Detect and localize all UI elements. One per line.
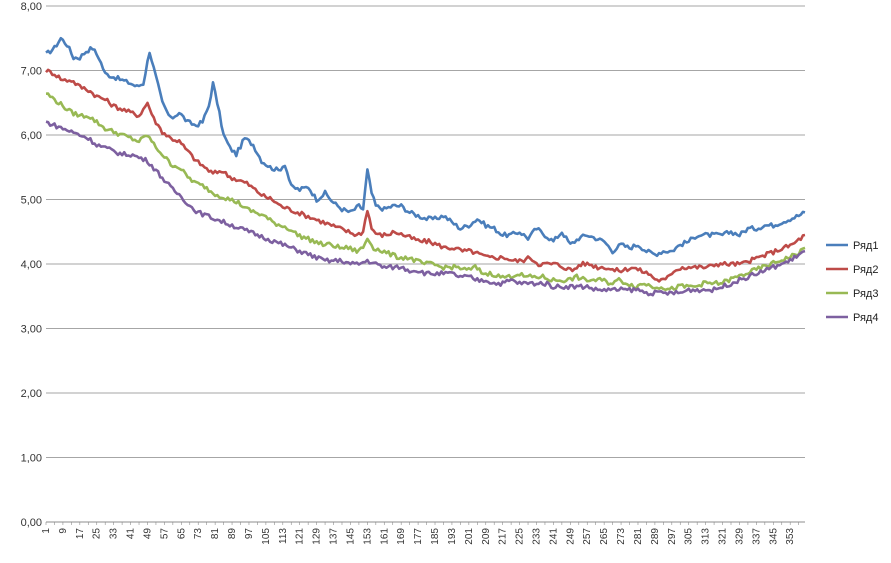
x-tick-label: 217 [498,528,509,545]
x-tick-label: 273 [616,528,627,545]
x-tick-label: 9 [58,528,69,534]
y-tick-label: 3,00 [21,324,42,336]
x-tick-label: 265 [599,528,610,545]
x-tick-label: 129 [312,528,323,545]
y-tick-label: 1,00 [21,453,42,465]
x-tick-label: 209 [481,528,492,545]
legend-label: Ряд2 [853,264,878,276]
x-tick-label: 177 [413,528,424,545]
legend-label: Ряд3 [853,288,878,300]
x-tick-label: 329 [734,528,745,545]
y-tick-label: 8,00 [21,1,42,13]
x-tick-label: 81 [210,528,221,540]
x-tick-label: 185 [430,528,441,545]
y-tick-label: 4,00 [21,259,42,271]
x-tick-label: 201 [464,528,475,545]
x-tick-label: 233 [531,528,542,545]
x-tick-label: 321 [718,528,729,545]
y-tick-label: 2,00 [21,388,42,400]
x-tick-label: 353 [785,528,796,545]
x-tick-label: 73 [193,528,204,540]
x-tick-label: 289 [650,528,661,545]
x-tick-label: 1 [41,528,52,534]
x-tick-label: 25 [92,528,103,540]
x-tick-label: 65 [176,528,187,540]
x-tick-label: 145 [345,528,356,545]
x-tick-label: 281 [633,528,644,545]
x-tick-label: 89 [227,528,238,540]
x-tick-label: 241 [548,528,559,545]
x-tick-label: 161 [379,528,390,545]
series-line-4 [45,120,806,297]
x-tick-label: 225 [515,528,526,545]
legend: Ряд1 Ряд2 Ряд3 Ряд4 [826,240,878,324]
x-tick-label: 169 [396,528,407,545]
x-tick-label: 105 [261,528,272,545]
x-tick-label: 337 [751,528,762,545]
x-tick-label: 41 [126,528,137,540]
y-tick-label: 7,00 [21,66,42,78]
x-tick-label: 193 [447,528,458,545]
x-tick-label: 33 [109,528,120,540]
x-tick-label: 257 [582,528,593,545]
x-tick-label: 57 [159,528,170,540]
series-line-2 [45,68,806,283]
x-tick-label: 249 [565,528,576,545]
x-tick-label: 137 [329,528,340,545]
x-tick-label: 297 [667,528,678,545]
x-tick-label: 121 [295,528,306,545]
x-tick-label: 49 [142,528,153,540]
y-axis-ticks: 0,00 1,00 2,00 3,00 4,00 5,00 6,00 7,00 8,00 [21,1,42,529]
series-line-3 [45,92,806,292]
x-tick-label: 313 [701,528,712,545]
legend-label: Ряд1 [853,240,878,252]
legend-label: Ряд4 [853,312,878,324]
y-tick-label: 0,00 [21,517,42,529]
x-tick-label: 153 [362,528,373,545]
series-lines [45,36,806,297]
x-tick-label: 17 [75,528,86,540]
x-tick-label: 97 [244,528,255,540]
y-tick-label: 6,00 [21,130,42,142]
x-tick-label: 305 [684,528,695,545]
y-tick-label: 5,00 [21,195,42,207]
x-tick-label: 345 [768,528,779,545]
series-line-1 [45,36,806,258]
x-axis-ticks: 1 9 17 25 33 41 49 57 65 73 81 89 97 105 113 121 129 137 1… [41,522,799,545]
x-tick-label: 113 [278,528,289,544]
